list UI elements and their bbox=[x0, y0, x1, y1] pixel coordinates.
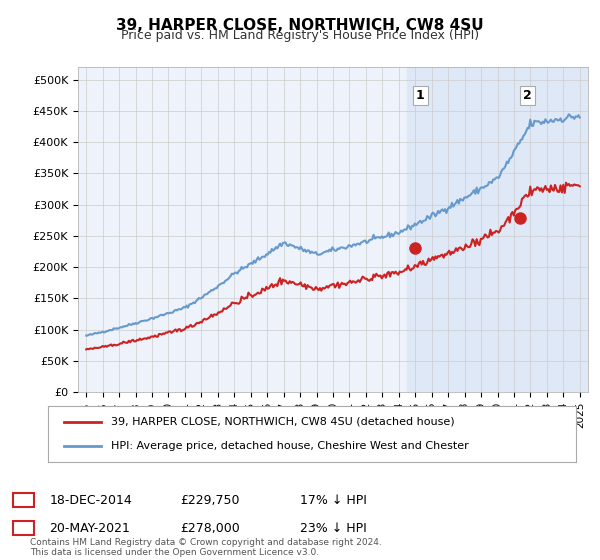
Text: 18-DEC-2014: 18-DEC-2014 bbox=[49, 493, 132, 507]
Text: £229,750: £229,750 bbox=[180, 493, 239, 507]
Text: £278,000: £278,000 bbox=[180, 521, 240, 535]
FancyBboxPatch shape bbox=[13, 493, 34, 507]
Text: 23% ↓ HPI: 23% ↓ HPI bbox=[300, 521, 367, 535]
Text: 2: 2 bbox=[19, 521, 28, 535]
Text: Price paid vs. HM Land Registry's House Price Index (HPI): Price paid vs. HM Land Registry's House … bbox=[121, 29, 479, 42]
Text: 1: 1 bbox=[19, 493, 28, 507]
Text: 39, HARPER CLOSE, NORTHWICH, CW8 4SU (detached house): 39, HARPER CLOSE, NORTHWICH, CW8 4SU (de… bbox=[112, 417, 455, 427]
Text: Contains HM Land Registry data © Crown copyright and database right 2024.
This d: Contains HM Land Registry data © Crown c… bbox=[30, 538, 382, 557]
Text: 2: 2 bbox=[523, 89, 532, 102]
Text: 20-MAY-2021: 20-MAY-2021 bbox=[49, 521, 130, 535]
Text: 39, HARPER CLOSE, NORTHWICH, CW8 4SU: 39, HARPER CLOSE, NORTHWICH, CW8 4SU bbox=[116, 18, 484, 33]
Text: HPI: Average price, detached house, Cheshire West and Chester: HPI: Average price, detached house, Ches… bbox=[112, 441, 469, 451]
Bar bbox=[407, 67, 588, 392]
Text: 1: 1 bbox=[416, 89, 425, 102]
Text: 17% ↓ HPI: 17% ↓ HPI bbox=[300, 493, 367, 507]
FancyBboxPatch shape bbox=[13, 521, 34, 535]
